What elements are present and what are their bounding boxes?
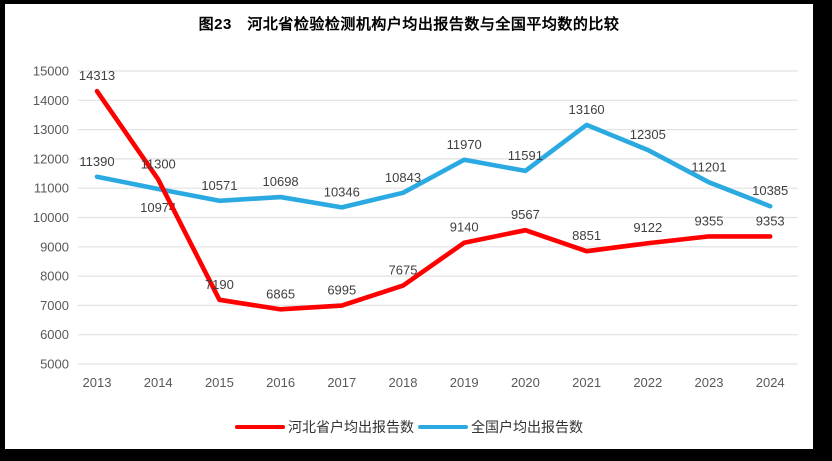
y-axis-tick-label: 15000	[33, 64, 69, 79]
series-line-0	[94, 88, 773, 312]
legend-swatch-hebei-line	[235, 425, 285, 429]
legend-label-national: 全国户均出报告数	[471, 419, 583, 435]
data-label: 9353	[756, 213, 785, 228]
x-axis-tick-label: 2016	[266, 375, 295, 390]
data-label: 14313	[79, 68, 115, 83]
data-label: 10571	[201, 178, 237, 193]
data-label: 13160	[569, 102, 605, 117]
y-axis-tick-label: 10000	[33, 210, 69, 225]
y-axis-tick-label: 12000	[33, 151, 69, 166]
data-label: 12305	[630, 127, 666, 142]
x-axis-tick-label: 2019	[450, 375, 479, 390]
data-label: 6995	[327, 283, 356, 298]
y-axis-tick-label: 6000	[40, 327, 69, 342]
data-label: 10346	[324, 184, 360, 199]
chart-canvas: 图23 河北省检验检测机构户均出报告数与全国平均数的比较 5000 6000 700…	[5, 4, 813, 449]
data-label: 11201	[691, 159, 726, 174]
y-axis-tick-label: 9000	[40, 239, 69, 254]
x-axis-tick-label: 2013	[83, 375, 112, 390]
data-label: 11970	[447, 137, 482, 152]
x-axis-tick-label: 2024	[756, 375, 785, 390]
data-label: 11591	[508, 148, 543, 163]
y-axis-tick-label: 8000	[40, 269, 69, 284]
x-axis-tick-label: 2021	[572, 375, 601, 390]
data-label: 10974	[140, 200, 176, 215]
data-label: 9355	[695, 213, 724, 228]
x-axis-tick-label: 2017	[327, 375, 356, 390]
legend-item-national: 全国户均出报告数	[418, 417, 583, 437]
data-label: 10385	[752, 183, 788, 198]
data-label: 9122	[633, 220, 662, 235]
y-axis-tick-label: 11000	[34, 181, 69, 196]
legend-label-hebei: 河北省户均出报告数	[288, 419, 414, 435]
data-label: 9140	[450, 220, 479, 235]
chart-title: 图23 河北省检验检测机构户均出报告数与全国平均数的比较	[198, 16, 620, 33]
data-label: 11390	[79, 154, 114, 169]
data-label: 6865	[266, 286, 295, 301]
x-axis-tick-label: 2020	[511, 375, 540, 390]
series-line-1	[94, 122, 773, 210]
x-axis-tick-label: 2018	[389, 375, 418, 390]
chart-legend: 河北省户均出报告数 全国户均出报告数	[5, 417, 813, 437]
data-label: 10843	[385, 170, 421, 185]
legend-item-hebei: 河北省户均出报告数	[235, 417, 414, 437]
data-label: 8851	[572, 228, 601, 243]
y-axis-tick-label: 5000	[40, 357, 69, 372]
legend-swatch-national-line	[418, 425, 468, 429]
x-axis-tick-label: 2023	[695, 375, 724, 390]
data-label: 11300	[141, 156, 176, 171]
data-label: 7675	[389, 263, 418, 278]
y-axis-tick-label: 7000	[40, 298, 69, 313]
y-axis-tick-label: 13000	[33, 122, 69, 137]
y-axis-tick-label: 14000	[33, 93, 69, 108]
data-label: 10698	[263, 174, 299, 189]
line-chart: 5000 6000 7000 8000 9000 10000 11000 12000 13000…	[33, 64, 798, 390]
x-axis-tick-label: 2014	[144, 375, 173, 390]
data-label: 9567	[511, 207, 540, 222]
x-axis-tick-label: 2015	[205, 375, 234, 390]
x-axis-tick-label: 2022	[633, 375, 662, 390]
data-label: 7190	[205, 277, 234, 292]
